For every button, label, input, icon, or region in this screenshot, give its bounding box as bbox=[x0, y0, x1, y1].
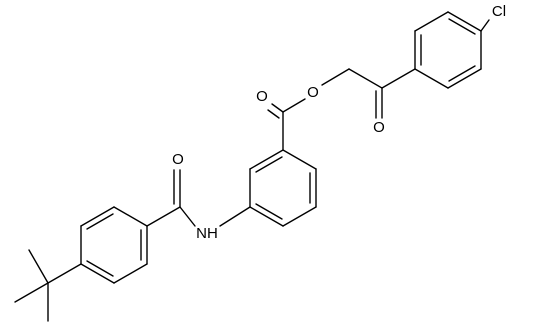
atom-labels: Cl O O O O NH bbox=[172, 3, 506, 242]
atom-label: O bbox=[373, 119, 385, 136]
atom-label: O bbox=[256, 88, 268, 105]
bonds bbox=[14, 11, 490, 322]
atom-label: O bbox=[172, 151, 184, 168]
atom-label: Cl bbox=[492, 3, 506, 20]
atom-label: O bbox=[307, 84, 319, 101]
atom-label: NH bbox=[196, 225, 218, 242]
